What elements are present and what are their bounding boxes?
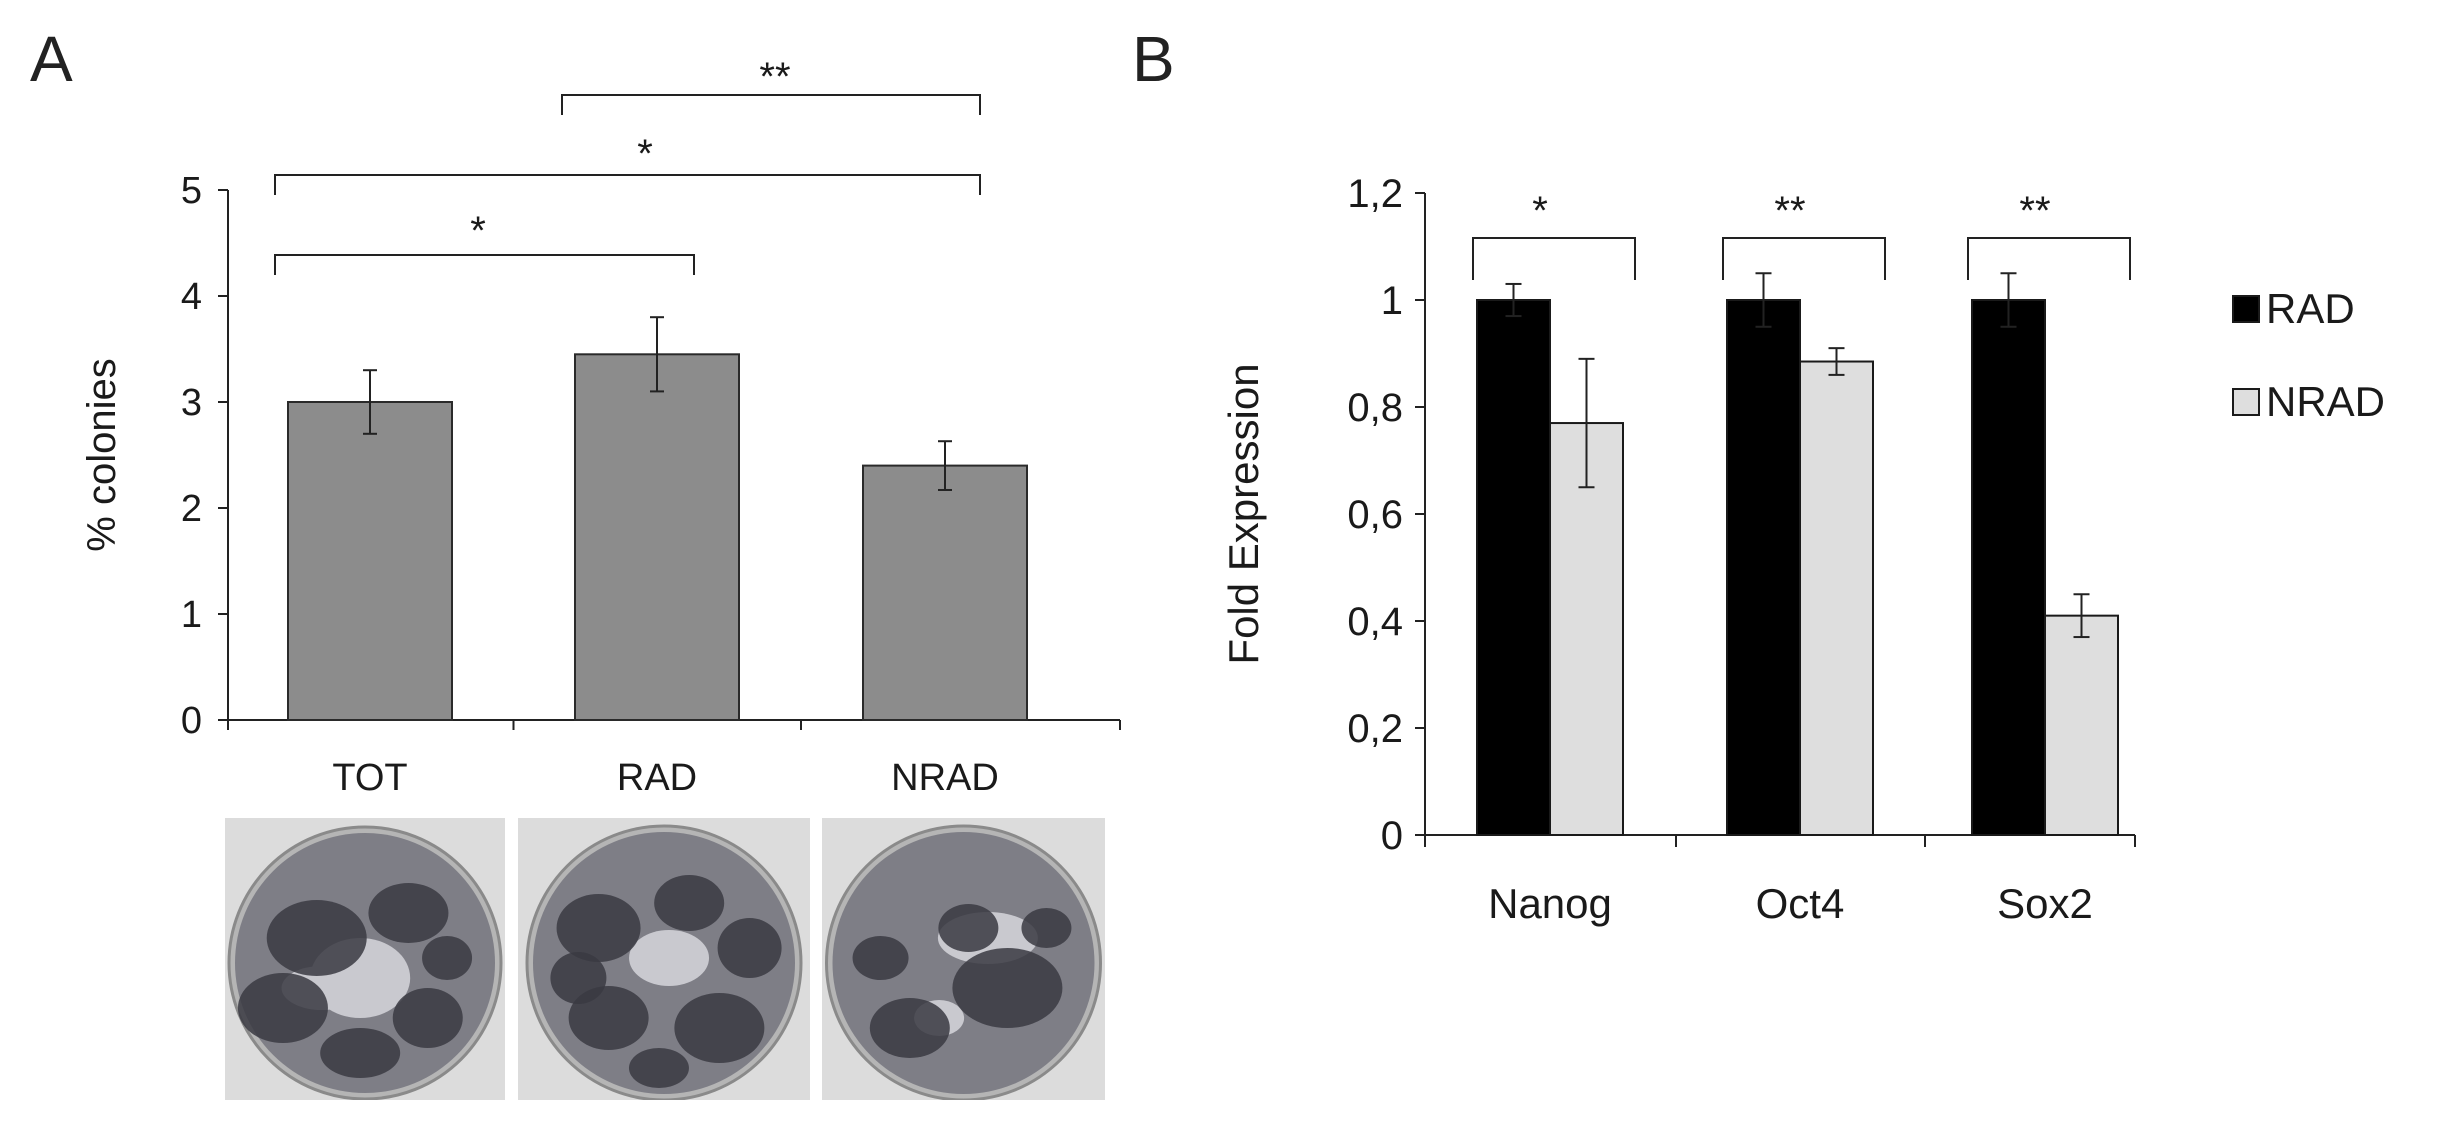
- error-bar-colonies-nrad: [938, 440, 952, 491]
- panel-a-y-tick-label: 1: [181, 594, 202, 636]
- panel-a-y-tick-label: 0: [181, 700, 202, 742]
- significance-label-nanog: *: [1532, 189, 1548, 233]
- legend-label-nrad: NRAD: [2266, 378, 2385, 425]
- colony-blob: [674, 993, 765, 1063]
- legend-swatch-rad: [2232, 295, 2260, 323]
- significance-bracket-nanog: [1472, 237, 1636, 280]
- panel-a-x-tick-label-nrad: NRAD: [891, 757, 999, 799]
- error-bar-nrad-nanog: [1578, 357, 1595, 489]
- significance-bracket-tot-rad: [274, 254, 695, 275]
- plate-graphic-tot: [225, 818, 505, 1100]
- colony-blob: [266, 900, 367, 976]
- panel-b-y-tick-label: 1: [1381, 279, 1403, 323]
- legend-label-rad: RAD: [2266, 285, 2355, 332]
- significance-label-rad-nrad: **: [759, 55, 790, 99]
- colony-blob: [320, 1028, 401, 1078]
- plate-photo-nrad: [822, 818, 1105, 1100]
- panel-b-y-tick-label: 0,4: [1347, 600, 1403, 644]
- bar-rad-sox2: [1971, 299, 2046, 836]
- plate-clear-region: [629, 930, 710, 986]
- panel-b-x-tick-label-oct4: Oct4: [1756, 880, 1845, 927]
- bar-colonies-tot: [287, 401, 453, 721]
- error-bar-rad-sox2: [2000, 272, 2017, 328]
- bar-colonies-rad: [574, 353, 740, 721]
- colony-blob: [938, 904, 999, 952]
- panel-a-y-tick-label: 3: [181, 382, 202, 424]
- plate-photo-rad: [518, 818, 810, 1100]
- colony-blob: [654, 875, 725, 931]
- colony-blob: [1021, 908, 1072, 948]
- panel-b-y-axis-label: Fold Expression: [1220, 363, 1267, 664]
- colony-blob: [392, 988, 463, 1048]
- plate-photo-tot: [225, 818, 505, 1100]
- significance-bracket-tot-nrad: [274, 174, 981, 195]
- panel-a-x-tick-label-tot: TOT: [332, 757, 407, 799]
- significance-bracket-sox2: [1967, 237, 2131, 280]
- error-bar-rad-nanog: [1505, 282, 1522, 318]
- error-bar-colonies-rad: [650, 316, 664, 393]
- significance-label-oct4: **: [1774, 189, 1805, 233]
- panel-b-y-tick-label: 1,2: [1347, 172, 1403, 216]
- panel-b-x-tick-label-nanog: Nanog: [1488, 880, 1612, 927]
- bar-nrad-oct4: [1799, 360, 1874, 836]
- significance-bracket-rad-nrad: [561, 94, 981, 115]
- bar-rad-oct4: [1726, 299, 1801, 836]
- colony-plate-photos: [225, 818, 1105, 1100]
- bar-nrad-nanog: [1549, 422, 1624, 836]
- error-bar-rad-oct4: [1755, 272, 1772, 328]
- panel-b-y-tick-label: 0: [1381, 814, 1403, 858]
- error-bar-colonies-tot: [363, 369, 377, 435]
- colony-blob: [237, 973, 328, 1043]
- panel-b-y-tick-label: 0,2: [1347, 707, 1403, 751]
- legend-swatch-nrad: [2232, 388, 2260, 416]
- colony-blob: [717, 918, 782, 978]
- bar-rad-nanog: [1476, 299, 1551, 836]
- panel-b-x-tick-label-sox2: Sox2: [1997, 880, 2093, 927]
- significance-label-sox2: **: [2019, 189, 2050, 233]
- error-bar-nrad-oct4: [1828, 347, 1845, 376]
- bar-colonies-nrad: [862, 464, 1028, 721]
- panel-a-x-tick-label-rad: RAD: [617, 757, 697, 799]
- panel-a-y-axis-label: % colonies: [80, 358, 124, 551]
- colony-blob: [556, 894, 641, 962]
- colony-blob: [852, 936, 909, 980]
- panel-a-y-tick-label: 5: [181, 170, 202, 212]
- error-bar-nrad-sox2: [2073, 593, 2090, 639]
- panel-b-y-tick-label: 0,8: [1347, 386, 1403, 430]
- significance-label-tot-nrad: *: [637, 132, 653, 176]
- plate-graphic-rad: [518, 818, 810, 1100]
- colony-blob: [422, 936, 473, 980]
- panel-b-label: B: [1132, 23, 1175, 95]
- panel-a-y-tick-label: 2: [181, 488, 202, 530]
- bar-nrad-sox2: [2044, 614, 2119, 837]
- panel-a-label: A: [30, 23, 73, 95]
- colony-blob: [550, 952, 607, 1004]
- significance-label-tot-rad: *: [470, 209, 486, 253]
- colony-blob: [869, 998, 950, 1058]
- panel-a-y-tick-label: 4: [181, 276, 202, 318]
- colony-blob: [628, 1048, 689, 1088]
- panel-b-y-tick-label: 0,6: [1347, 493, 1403, 537]
- significance-bracket-oct4: [1722, 237, 1886, 280]
- plate-graphic-nrad: [822, 818, 1105, 1100]
- colony-blob: [368, 883, 449, 943]
- colony-blob: [952, 948, 1063, 1028]
